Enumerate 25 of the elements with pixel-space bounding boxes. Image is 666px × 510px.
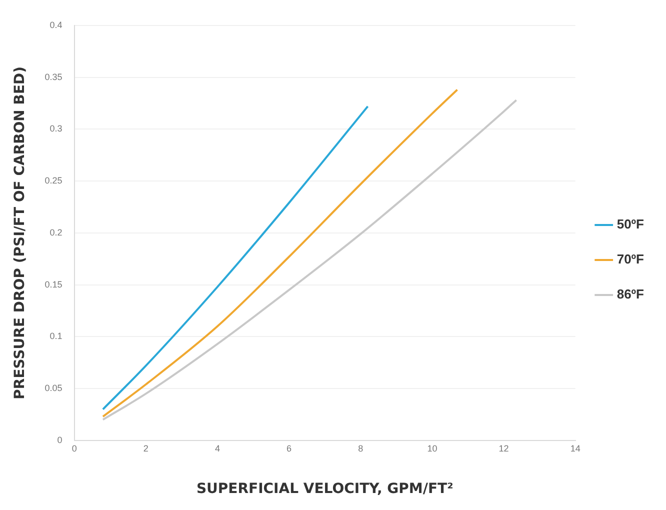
x-axis-title: SUPERFICIAL VELOCITY, GPM/FT² bbox=[196, 481, 454, 498]
y-tick-label: 0.25 bbox=[44, 176, 62, 186]
y-tick-label: 0.35 bbox=[44, 72, 62, 82]
legend-label: 50ºF bbox=[616, 216, 644, 232]
x-tick-label: 10 bbox=[427, 443, 438, 454]
y-axis-title: PRESSURE DROP (PSI/FT OF CARBON BED) bbox=[12, 66, 28, 400]
x-tick-label: 6 bbox=[286, 443, 292, 454]
y-tick-label: 0.1 bbox=[50, 331, 62, 342]
legend-label: 70ºF bbox=[616, 252, 644, 267]
line-series bbox=[102, 99, 518, 421]
y-tick-label: 0.3 bbox=[50, 124, 62, 134]
y-tick-label: 0 bbox=[57, 434, 62, 445]
y-tick-label: 0.15 bbox=[44, 279, 62, 290]
x-tick-label: 14 bbox=[570, 443, 580, 454]
x-tick-label: 0 bbox=[72, 443, 77, 454]
x-tick-label: 12 bbox=[498, 443, 509, 454]
x-tick-label: 2 bbox=[143, 443, 148, 454]
line-series bbox=[102, 88, 458, 418]
x-tick-label: 4 bbox=[214, 443, 220, 454]
y-tick-label: 0.2 bbox=[50, 227, 62, 238]
y-tick-label: 0.4 bbox=[50, 20, 62, 30]
legend-label: 86ºF bbox=[616, 286, 644, 302]
line-series bbox=[102, 105, 369, 410]
x-tick-label: 8 bbox=[358, 443, 364, 454]
y-tick-label: 0.05 bbox=[44, 383, 62, 394]
